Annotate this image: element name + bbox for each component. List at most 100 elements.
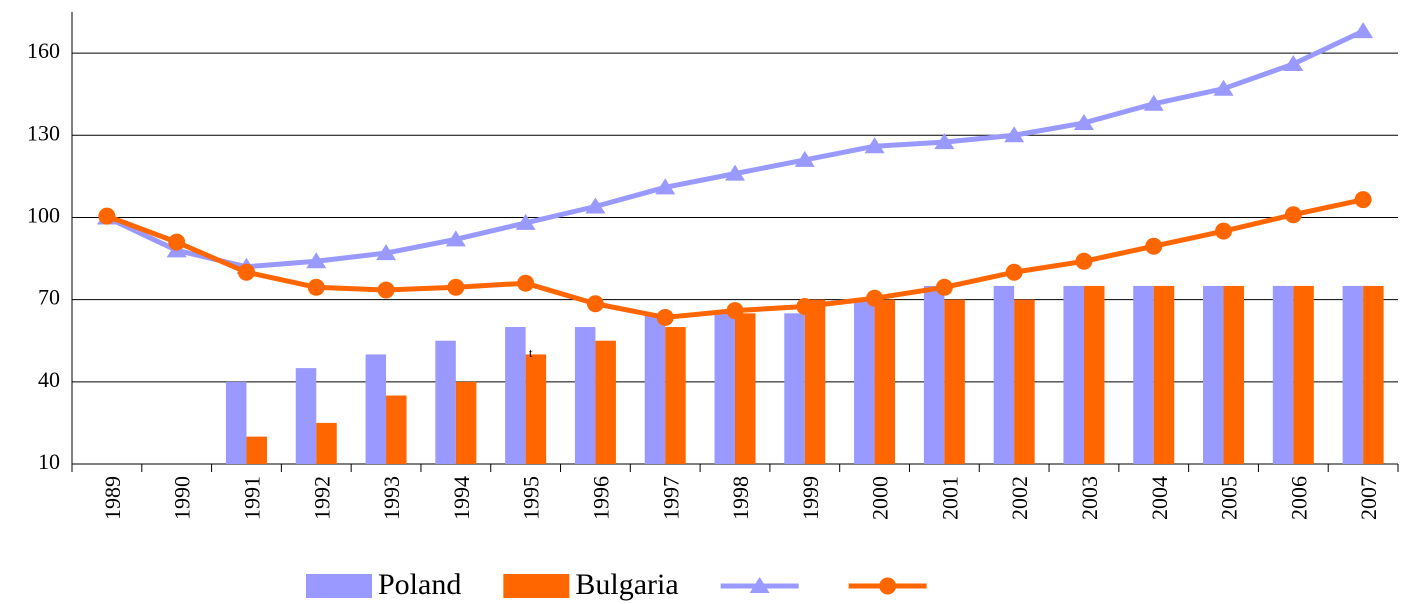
bar xyxy=(1342,285,1364,464)
x-tick-label: 2003 xyxy=(1077,476,1102,520)
y-tick-label: 130 xyxy=(27,120,60,145)
marker xyxy=(1145,237,1163,255)
x-tick-label: 2005 xyxy=(1217,476,1242,520)
marker xyxy=(794,150,815,167)
marker xyxy=(796,297,814,315)
marker xyxy=(585,197,606,214)
marker xyxy=(1353,22,1374,39)
bar xyxy=(804,299,826,464)
bar xyxy=(1223,285,1245,464)
marker xyxy=(934,133,955,150)
x-tick-label: 1992 xyxy=(309,476,334,520)
bar xyxy=(874,299,896,464)
x-tick-label: 2007 xyxy=(1356,476,1381,520)
x-tick-label: 2000 xyxy=(868,476,893,520)
marker xyxy=(1284,206,1302,224)
bar xyxy=(225,381,247,464)
bar xyxy=(1063,285,1084,464)
x-tick-label: 1994 xyxy=(449,476,474,520)
bar xyxy=(505,327,526,464)
bar xyxy=(784,313,805,464)
marker xyxy=(866,289,884,307)
marker xyxy=(726,302,744,320)
marker xyxy=(307,278,325,296)
bar xyxy=(1153,285,1175,464)
bar xyxy=(316,422,337,464)
x-tick-label: 2006 xyxy=(1286,476,1311,520)
bar xyxy=(993,285,1015,464)
marker xyxy=(377,281,395,299)
legend-marker xyxy=(749,577,770,593)
x-tick-label: 1991 xyxy=(240,476,265,520)
x-tick-label: 1996 xyxy=(588,476,613,520)
marker xyxy=(1004,126,1025,143)
marker xyxy=(98,207,116,225)
marker xyxy=(237,263,255,281)
bar xyxy=(246,436,267,464)
x-tick-label: 1997 xyxy=(658,476,683,520)
marker xyxy=(1073,113,1094,130)
marker xyxy=(864,137,885,154)
bar xyxy=(944,299,965,464)
bar xyxy=(1203,285,1224,464)
marker xyxy=(725,164,745,181)
marker xyxy=(445,230,466,247)
bar xyxy=(595,340,616,464)
legend-swatch xyxy=(306,574,372,598)
line xyxy=(105,28,1365,270)
x-tick-label: 1995 xyxy=(519,476,544,520)
bar xyxy=(1293,285,1314,464)
y-tick-label: 10 xyxy=(38,449,60,474)
bar xyxy=(525,354,547,464)
marker xyxy=(517,274,535,292)
marker xyxy=(586,295,604,313)
marker xyxy=(656,308,674,326)
bar xyxy=(923,285,945,464)
marker xyxy=(306,252,327,269)
marker xyxy=(1283,55,1304,72)
marker xyxy=(515,213,536,230)
bar xyxy=(574,327,596,464)
y-tick-label: 40 xyxy=(38,367,60,392)
bar xyxy=(1363,285,1384,464)
marker xyxy=(447,278,465,296)
bar xyxy=(1014,299,1035,464)
bar xyxy=(386,395,407,464)
x-tick-label: 1989 xyxy=(100,476,125,520)
legend-label: Poland xyxy=(378,568,461,601)
marker xyxy=(1075,252,1093,270)
x-tick-label: 2004 xyxy=(1147,476,1172,520)
bar xyxy=(714,313,735,464)
marker xyxy=(1213,79,1234,96)
marker xyxy=(1143,94,1164,111)
bar xyxy=(1272,285,1294,464)
bar xyxy=(365,354,387,464)
bar xyxy=(735,313,756,464)
y-tick-label: 100 xyxy=(27,203,60,228)
x-tick-label: 1998 xyxy=(728,476,753,520)
x-tick-label: 1990 xyxy=(170,476,195,520)
x-tick-label: 1993 xyxy=(379,476,404,520)
marker xyxy=(935,278,953,296)
marker xyxy=(376,244,397,261)
bar xyxy=(854,299,875,464)
bar xyxy=(435,340,456,464)
y-tick-label: 70 xyxy=(38,285,60,310)
bar xyxy=(455,381,477,464)
bar xyxy=(1133,285,1154,464)
marker xyxy=(1215,222,1233,240)
x-tick-label: 2002 xyxy=(1007,476,1032,520)
x-tick-label: 2001 xyxy=(937,476,962,520)
bar xyxy=(665,327,686,464)
y-tick-label: 160 xyxy=(27,38,60,63)
bar xyxy=(1083,285,1105,464)
annotation: t xyxy=(529,345,533,360)
bar xyxy=(644,313,666,464)
marker xyxy=(1005,263,1023,281)
bar xyxy=(295,368,317,464)
x-tick-label: 1999 xyxy=(798,476,823,520)
legend-swatch xyxy=(503,574,570,598)
legend-label: Bulgaria xyxy=(575,568,678,601)
marker xyxy=(1354,191,1372,209)
